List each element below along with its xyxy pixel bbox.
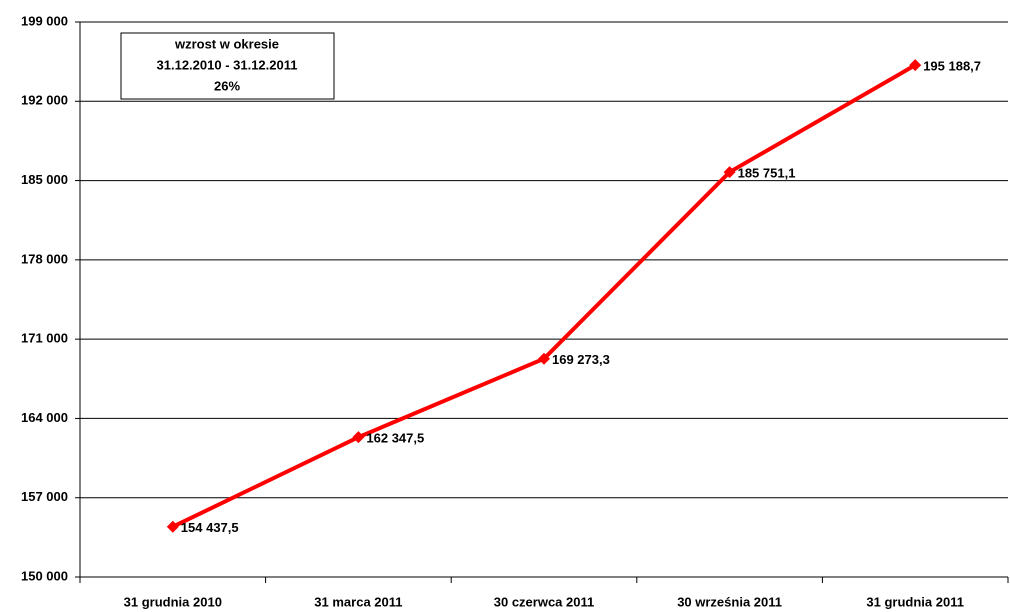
annotation-box — [120, 32, 335, 100]
line — [171, 63, 917, 529]
annotation-line: wzrost w okresie — [174, 36, 279, 51]
y-tick-label: 192 000 — [21, 93, 68, 108]
value-label: 195 188,7 — [923, 59, 981, 74]
marker — [909, 59, 922, 72]
y-tick-label: 185 000 — [21, 172, 68, 187]
marker — [166, 520, 179, 533]
marker — [538, 352, 550, 365]
x-tick-label: 31 marca 2011 — [314, 594, 402, 609]
y-tick-label: 199 000 — [21, 13, 68, 28]
x-tick-label: 30 września 2011 — [677, 594, 782, 609]
x-tick-label: 31 grudnia 2011 — [866, 594, 964, 609]
value-label: 162 347,5 — [366, 431, 424, 446]
x-tick-label: 30 czerwca 2011 — [494, 594, 594, 609]
y-tick-label: 157 000 — [21, 489, 68, 504]
annotation-line: 31.12.2010 - 31.12.2011 — [157, 57, 298, 72]
value-label: 169 273,3 — [552, 352, 610, 367]
x-tick-label: 31 grudnia 2010 — [124, 594, 222, 609]
y-tick-label: 150 000 — [21, 568, 68, 583]
value-label: 185 751,1 — [738, 166, 796, 181]
y-tick-label: 164 000 — [21, 410, 68, 425]
annotation-line: 26% — [214, 78, 240, 93]
marker — [723, 166, 736, 179]
value-label: 154 437,5 — [181, 520, 239, 535]
y-tick-label: 178 000 — [21, 251, 68, 266]
marker — [352, 431, 365, 444]
y-tick-label: 171 000 — [21, 331, 68, 346]
